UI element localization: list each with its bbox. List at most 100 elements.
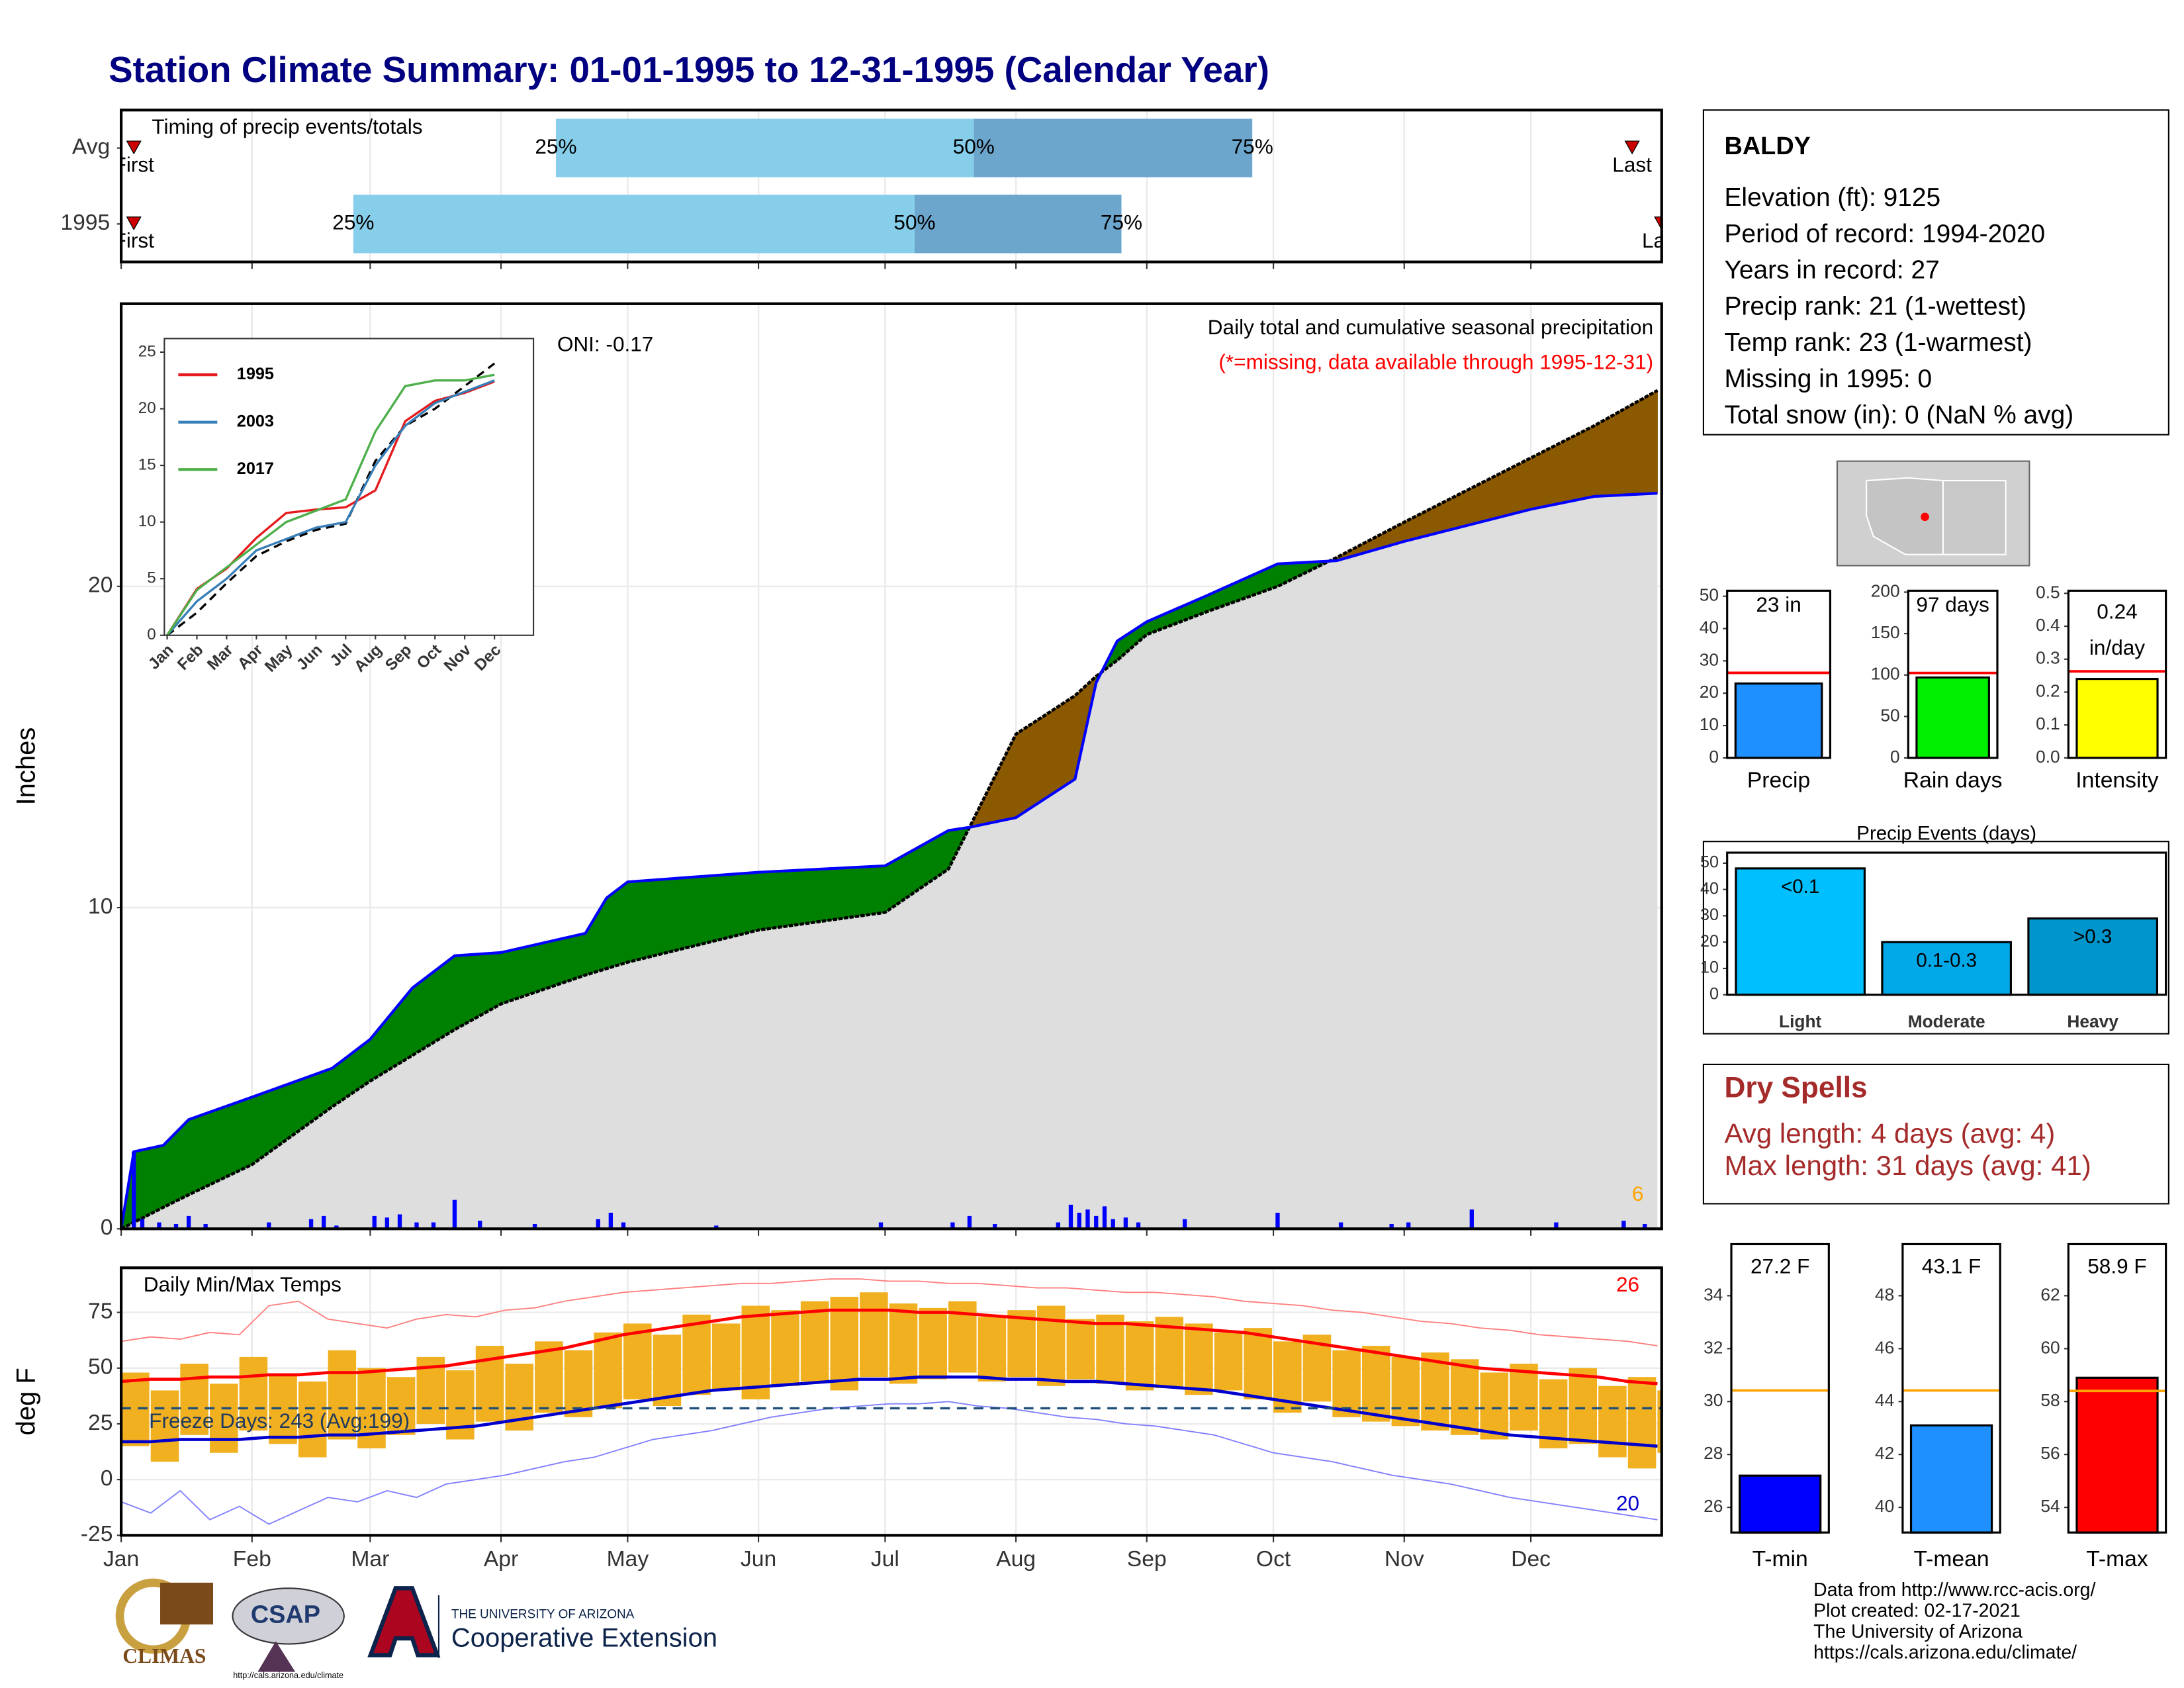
daily-bar (140, 1219, 145, 1229)
temp-bar (1450, 1359, 1479, 1435)
inset-bg (164, 338, 534, 635)
dry-spell-line: Avg length: 4 days (avg: 4) (1724, 1117, 2055, 1149)
daily-bar (414, 1222, 419, 1229)
y-tick-label: 75 (88, 1299, 113, 1323)
timing-marker (1624, 140, 1640, 155)
temp-bar (210, 1383, 238, 1453)
y-tick-label: 20 (88, 573, 113, 598)
y-tick-label: 25 (138, 342, 156, 360)
frame (2067, 1243, 2167, 1534)
frame (1726, 589, 1832, 759)
daily-bar (431, 1222, 436, 1229)
y-tick-label: 10 (1700, 714, 1719, 734)
bar (2075, 1376, 2159, 1534)
temp-bar (1036, 1305, 1066, 1386)
csap-cloud (232, 1587, 345, 1645)
y-tick-label: 0 (101, 1215, 113, 1240)
row-label: Avg (72, 135, 110, 160)
x-tick-label: May (607, 1547, 649, 1571)
temp-bar (771, 1310, 799, 1386)
y-tick-label: 50 (1700, 853, 1719, 872)
temp-bar (623, 1323, 652, 1399)
temp-bar (180, 1364, 208, 1435)
temp-bar (830, 1297, 859, 1391)
chart-subtitle: (*=missing, data available through 1995-… (1218, 350, 1653, 374)
temp-bar (1096, 1314, 1124, 1384)
daily-bar (596, 1219, 600, 1229)
state-map (1836, 460, 2030, 567)
daily-bar (1389, 1224, 1394, 1229)
daily-bar (1068, 1204, 1073, 1229)
y-tick-label: 26 (1704, 1496, 1723, 1516)
daily-bar (1182, 1219, 1187, 1229)
x-tick-label: T-mean (1913, 1547, 1989, 1571)
plot-area (166, 362, 496, 635)
x-tick-label: Heavy (2067, 1011, 2118, 1031)
bin-label: >0.3 (2073, 926, 2112, 948)
bar (2027, 917, 2158, 996)
daily-bar (1123, 1217, 1128, 1229)
timing-bar (353, 195, 915, 254)
y-axis-label: deg F (12, 1368, 41, 1435)
daily-bar (532, 1224, 537, 1229)
frame (119, 302, 1663, 1231)
temp-bar (860, 1292, 888, 1378)
y-tick-label: 50 (1880, 705, 1899, 725)
y-tick-label: 44 (1875, 1390, 1894, 1410)
y-tick-label: 34 (1704, 1284, 1723, 1304)
y-tick-label: 20 (1700, 682, 1719, 702)
plot-area: 25% 50% 75% First Last 25% 50% 75% First Last (121, 118, 1662, 254)
temp-bar (298, 1381, 327, 1458)
temp-bar (1391, 1356, 1420, 1427)
daily-bar (1554, 1222, 1559, 1229)
daily-bar (385, 1217, 390, 1229)
legend-label: 2003 (237, 412, 274, 430)
x-tick-label: Nov (1385, 1547, 1424, 1571)
station-line: Period of record: 1994-2020 (1724, 220, 2045, 248)
temp-bar (328, 1350, 357, 1440)
y-tick-label: 32 (1704, 1337, 1723, 1357)
x-tick-label: Aug (996, 1547, 1036, 1571)
x-tick-label: Light (1779, 1011, 1821, 1031)
hi-note: 26 (1616, 1272, 1639, 1296)
csap-icon (257, 1641, 296, 1672)
daily-bar (1643, 1224, 1647, 1229)
x-tick-label: Mar (351, 1547, 389, 1571)
x-tick-label: Intensity (2075, 769, 2159, 793)
temp-bar (889, 1303, 918, 1384)
university: THE UNIVERSITY OF ARIZONA (451, 1607, 635, 1621)
credit-line: https://cals.arizona.edu/climate/ (1813, 1642, 2077, 1664)
y-tick-label: 0.4 (2036, 615, 2060, 635)
timing-bar (915, 195, 1122, 254)
timing-marker-label: Last (1612, 152, 1652, 176)
station-line: Precip rank: 21 (1-wettest) (1724, 292, 2026, 320)
daily-bar (132, 1151, 136, 1229)
daily-bar (621, 1222, 626, 1229)
row-label: 1995 (60, 211, 110, 235)
daily-bar (878, 1222, 884, 1229)
station-line: Temp rank: 23 (1-warmest) (1724, 328, 2032, 357)
x-tick-label: Jun (741, 1547, 776, 1571)
timeline-title: Timing of precip events/totals (152, 115, 422, 138)
temp-bar (387, 1377, 416, 1435)
temp-bar (1185, 1323, 1213, 1395)
y-tick-label: 0.0 (2036, 747, 2060, 767)
rec-hi-line (121, 1278, 1658, 1347)
frame (119, 109, 1663, 263)
daily-bar (397, 1214, 402, 1229)
y-tick-label: 50 (88, 1355, 113, 1380)
extension: Cooperative Extension (451, 1624, 717, 1653)
daily-bar (993, 1224, 997, 1229)
y-tick-label: 0 (1709, 984, 1719, 1003)
temp-bar (150, 1390, 179, 1462)
y-tick-label: 62 (2040, 1284, 2060, 1304)
timing-marker (126, 140, 142, 155)
y-tick-label: 28 (1704, 1443, 1723, 1463)
y-tick-label: 25 (88, 1411, 113, 1435)
temp-bar (269, 1374, 297, 1444)
timing-label: 50% (893, 211, 935, 234)
x-tick-label: Jul (871, 1547, 899, 1571)
frame (1726, 851, 2167, 996)
timing-label: 75% (1101, 211, 1142, 234)
